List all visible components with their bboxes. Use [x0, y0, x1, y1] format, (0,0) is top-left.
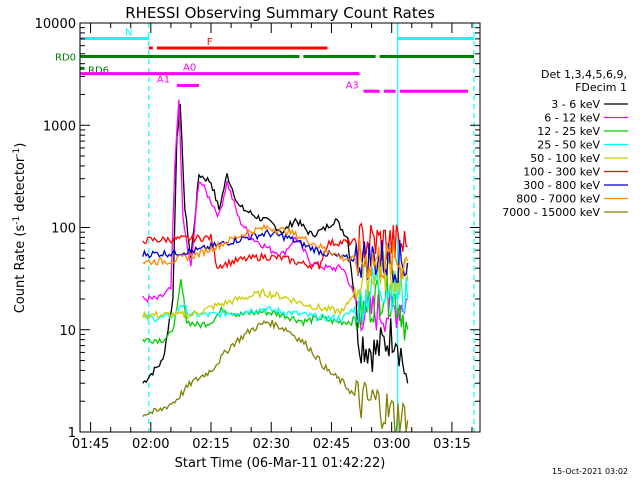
flag-label-a0: A0 — [183, 63, 196, 74]
y-axis-label-exp1: -1 — [12, 216, 22, 225]
plot-area: N F RD0 RD6 A0 A1 A3 1 10 100 1000 10000 01:45 02:00 0… — [35, 17, 481, 452]
y-tick-label: 10000 — [35, 17, 76, 32]
y-axis-label-unit: detector — [13, 156, 28, 216]
series-line-2 — [142, 269, 409, 345]
y-axis-label-exp2: -1 — [12, 148, 22, 157]
series-line-1 — [142, 99, 408, 333]
x-tick-label: 03:15 — [433, 437, 470, 452]
y-axis-label: Count Rate (s-1 detector-1) — [12, 143, 28, 314]
footer-date: 15-Oct-2021 03:02 — [552, 467, 628, 476]
series-line-6 — [142, 228, 409, 283]
x-tick-label: 02:15 — [192, 437, 229, 452]
flag-label-n: N — [125, 28, 132, 39]
series-line-0 — [142, 104, 409, 384]
legend-entry-label: 7000 - 15000 keV — [502, 206, 600, 219]
y-tick-label: 10 — [59, 324, 76, 339]
legend-entry-label: 6 - 12 keV — [544, 112, 600, 125]
legend-entry-label: 300 - 800 keV — [523, 179, 600, 192]
x-tick-label: 01:45 — [72, 437, 109, 452]
legend-entry-label: 3 - 6 keV — [551, 98, 600, 111]
legend-title-line1: Det 1,3,4,5,6,9, — [541, 68, 627, 81]
y-axis-label-main: Count Rate (s — [13, 225, 28, 314]
flag-label-rd0: RD0 — [55, 53, 76, 64]
x-axis-label: Start Time (06-Mar-11 01:42:22) — [175, 456, 386, 471]
x-tick-label: 02:45 — [313, 437, 350, 452]
legend-entry-label: 12 - 25 keV — [537, 125, 600, 138]
y-tick-label: 1000 — [43, 119, 76, 134]
series-line-7 — [142, 223, 409, 280]
flag-label-rd6: RD6 — [88, 65, 109, 76]
legend-entry-label: 800 - 7000 keV — [516, 193, 600, 206]
chart-title: RHESSI Observing Summary Count Rates — [125, 4, 435, 22]
y-tick-label: 1 — [68, 426, 76, 441]
legend-entry-label: 100 - 300 keV — [523, 166, 600, 179]
legend-entry-label: 50 - 100 keV — [530, 152, 600, 165]
series-line-5 — [142, 222, 408, 271]
flag-label-a1: A1 — [157, 74, 170, 85]
legend-entry-label: 25 - 50 keV — [537, 139, 600, 152]
series-line-8 — [142, 319, 409, 433]
x-tick-label: 02:00 — [132, 437, 169, 452]
y-tick-label: 100 — [51, 222, 76, 237]
flag-label-a3: A3 — [346, 80, 359, 91]
series-line-3 — [142, 267, 409, 323]
x-tick-label: 03:00 — [373, 437, 410, 452]
plot-frame — [79, 22, 481, 433]
y-axis-label-close: ) — [13, 143, 28, 148]
legend-title-line2: FDecim 1 — [575, 81, 627, 94]
x-tick-label: 02:30 — [253, 437, 290, 452]
flag-label-f: F — [207, 37, 213, 48]
